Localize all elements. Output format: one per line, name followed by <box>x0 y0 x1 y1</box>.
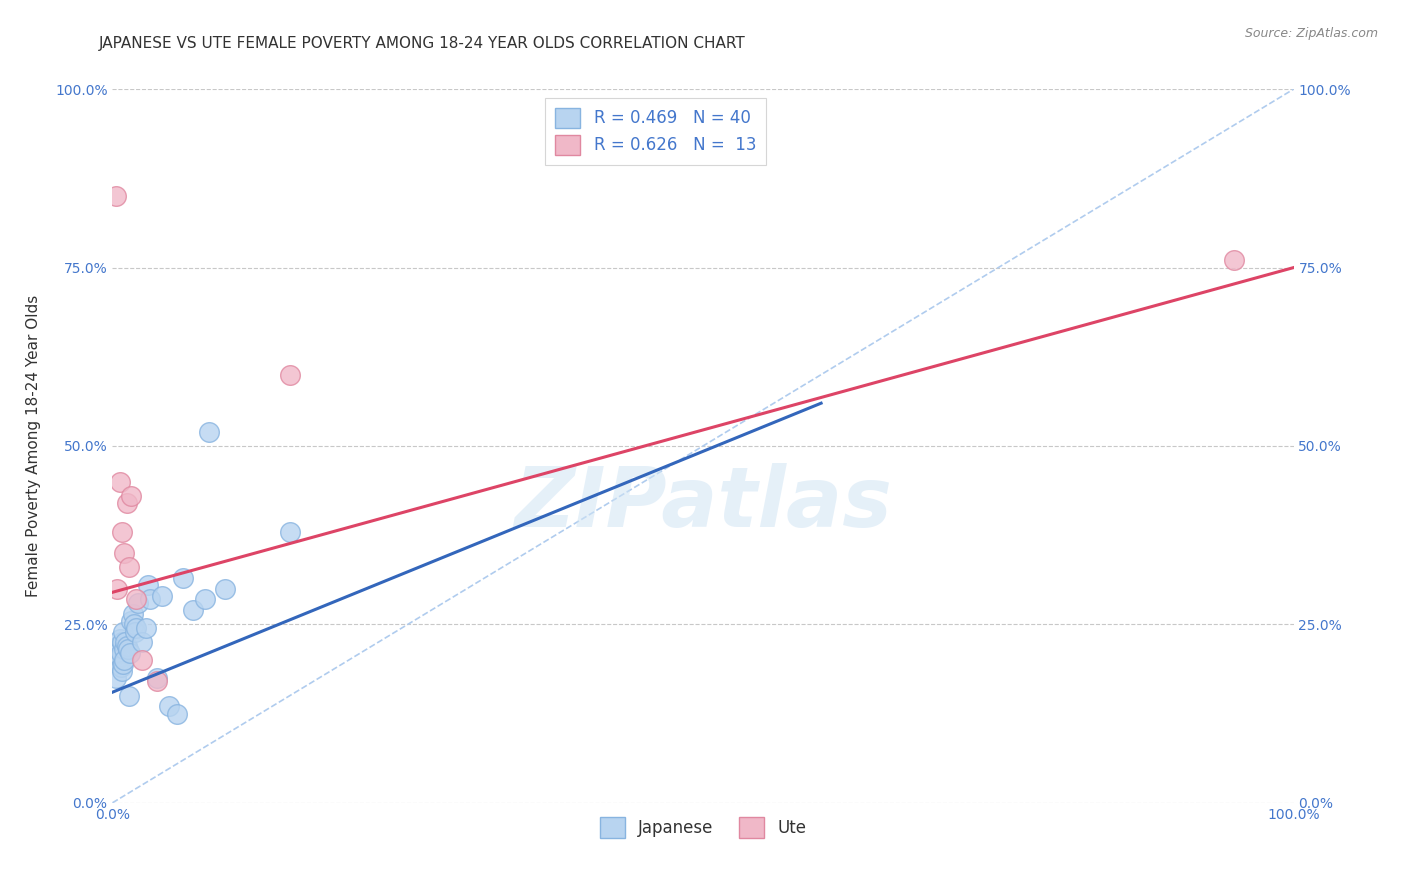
Point <box>105 582 128 596</box>
Point <box>105 189 128 203</box>
Point <box>120 614 142 628</box>
Text: ZIPatlas: ZIPatlas <box>515 463 891 543</box>
Point <box>112 657 135 671</box>
Point <box>111 635 134 649</box>
Point <box>107 639 129 653</box>
Point <box>108 475 131 489</box>
Point <box>131 635 153 649</box>
Point <box>108 649 131 664</box>
Point <box>121 607 143 621</box>
Point <box>150 589 173 603</box>
Point <box>117 642 139 657</box>
Point <box>172 571 194 585</box>
Point <box>194 592 217 607</box>
Point <box>1223 253 1246 268</box>
Point <box>108 632 131 646</box>
Point <box>122 617 145 632</box>
Point <box>118 689 141 703</box>
Point <box>198 425 221 439</box>
Point <box>111 664 134 678</box>
Point <box>115 496 138 510</box>
Point <box>125 592 148 607</box>
Text: JAPANESE VS UTE FEMALE POVERTY AMONG 18-24 YEAR OLDS CORRELATION CHART: JAPANESE VS UTE FEMALE POVERTY AMONG 18-… <box>98 36 745 51</box>
Text: Source: ZipAtlas.com: Source: ZipAtlas.com <box>1244 27 1378 40</box>
Point <box>124 624 146 639</box>
Point <box>278 524 301 539</box>
Point <box>110 660 132 674</box>
Legend: Japanese, Ute: Japanese, Ute <box>593 811 813 845</box>
Point <box>112 653 135 667</box>
Point <box>125 621 148 635</box>
Point <box>111 524 134 539</box>
Point <box>166 706 188 721</box>
Point <box>120 646 142 660</box>
Point <box>114 635 136 649</box>
Point <box>278 368 301 382</box>
Point <box>112 546 135 560</box>
Point <box>115 639 138 653</box>
Point <box>146 674 169 689</box>
Point <box>112 624 135 639</box>
Point <box>118 560 141 574</box>
Point <box>131 653 153 667</box>
Point <box>105 653 128 667</box>
Point <box>127 596 149 610</box>
Point <box>214 582 236 596</box>
Point <box>112 642 135 657</box>
Point <box>181 603 204 617</box>
Point <box>105 642 128 657</box>
Point <box>107 657 129 671</box>
Point <box>110 646 132 660</box>
Point <box>120 489 142 503</box>
Point <box>146 671 169 685</box>
Y-axis label: Female Poverty Among 18-24 Year Olds: Female Poverty Among 18-24 Year Olds <box>27 295 41 597</box>
Point <box>105 671 128 685</box>
Point <box>139 592 162 607</box>
Point <box>136 578 159 592</box>
Point <box>135 621 157 635</box>
Point <box>157 699 180 714</box>
